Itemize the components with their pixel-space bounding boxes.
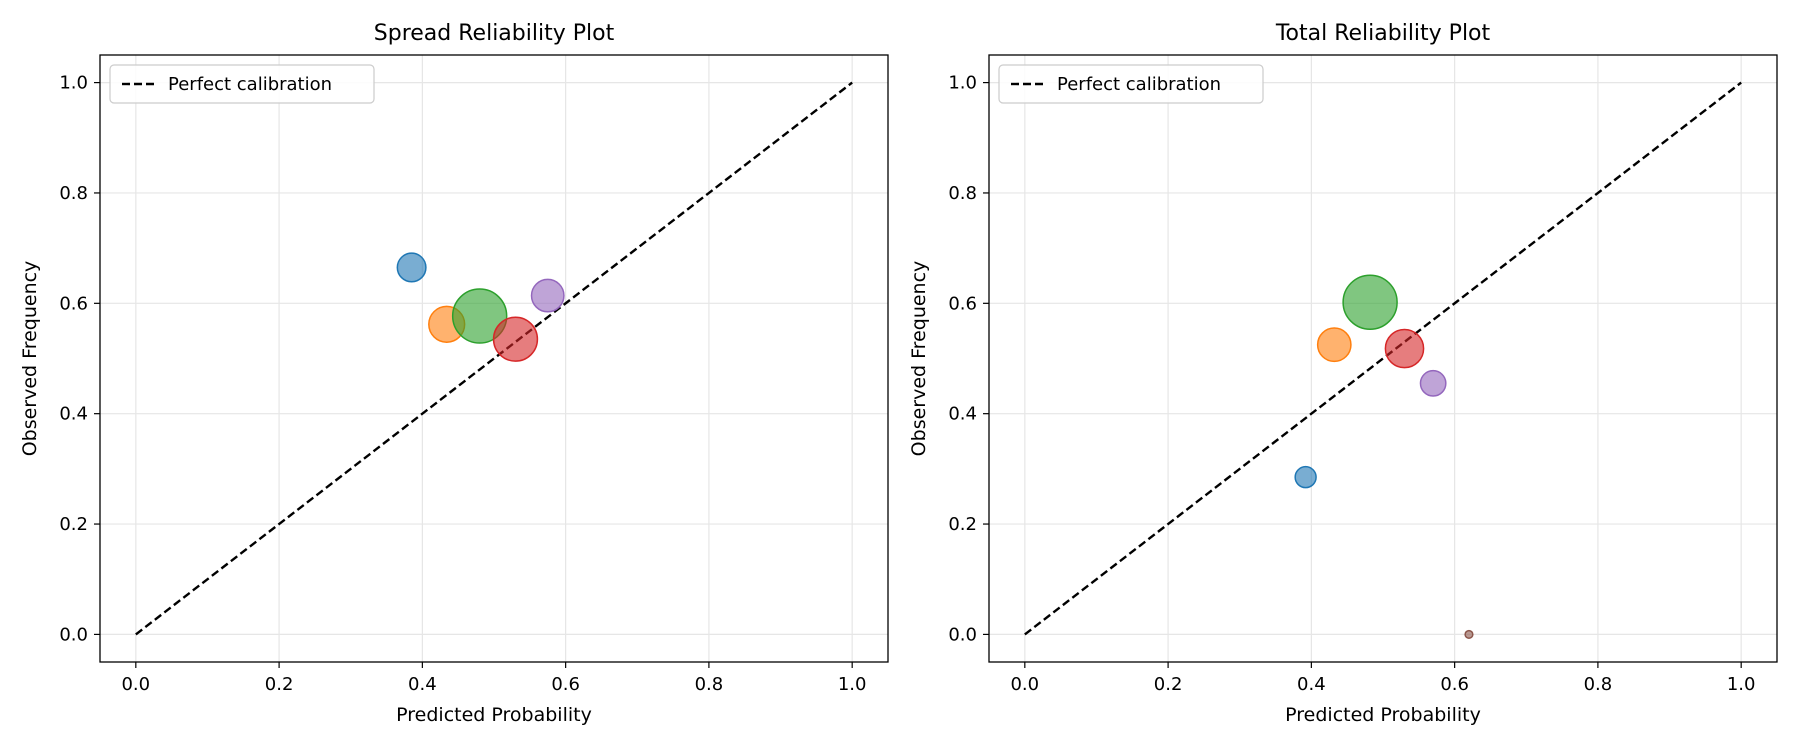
x-tick-label: 0.0	[1010, 674, 1039, 695]
data-point-6	[1464, 629, 1474, 639]
x-tick-label: 0.2	[1154, 674, 1183, 695]
x-tick-label: 0.0	[121, 674, 150, 695]
perfect-calibration-line	[135, 81, 853, 636]
y-tick-label: 0.8	[59, 183, 88, 204]
data-point-3	[1342, 274, 1398, 330]
y-tick-label: 0.6	[948, 293, 977, 314]
x-tick-label: 0.6	[1440, 674, 1469, 695]
perfect-calibration-line	[1024, 81, 1742, 636]
data-point-3	[451, 288, 508, 344]
y-tick-label: 0.2	[948, 514, 977, 535]
y-axis-label: Observed Frequency	[908, 261, 930, 457]
y-axis-label: Observed Frequency	[19, 261, 41, 457]
x-tick-label: 0.6	[551, 674, 580, 695]
legend-box	[109, 64, 375, 104]
plot-frame	[988, 54, 1778, 663]
legend: Perfect calibration	[998, 64, 1264, 104]
y-tick-label: 0.4	[948, 404, 977, 425]
data-point-2	[1316, 327, 1352, 363]
legend-label: Perfect calibration	[168, 74, 332, 95]
x-tick-label: 1.0	[1727, 674, 1756, 695]
y-tick-label: 0.4	[59, 404, 88, 425]
x-tick-label: 0.4	[408, 674, 437, 695]
y-tick-label: 1.0	[948, 73, 977, 94]
plot-frame	[99, 54, 889, 663]
plot-panel-2: 0.0 0.2 0.4 0.6 0.8 1.0 0.0 0.2 0.4 0.6 0.8 1.0 Tota…	[908, 21, 1778, 726]
chart-title: Total Reliability Plot	[1275, 21, 1491, 46]
x-axis-label: Predicted Probability	[396, 704, 592, 726]
data-point-1	[1294, 465, 1317, 489]
y-tick-label: 0.2	[59, 514, 88, 535]
x-tick-label: 0.2	[265, 674, 294, 695]
x-tick-label: 1.0	[838, 674, 867, 695]
plot-panel-1: 0.0 0.2 0.4 0.6 0.8 1.0 0.0 0.2 0.4 0.6 0.8 1.0 Spre…	[19, 21, 889, 726]
legend: Perfect calibration	[109, 64, 375, 104]
data-point-4	[1384, 328, 1425, 369]
data-point-5	[1419, 369, 1447, 397]
x-tick-label: 0.8	[1584, 674, 1613, 695]
legend-box	[998, 64, 1264, 104]
legend-label: Perfect calibration	[1057, 74, 1221, 95]
x-tick-label: 0.8	[695, 674, 724, 695]
y-tick-label: 0.0	[59, 624, 88, 645]
x-tick-label: 0.4	[1297, 674, 1326, 695]
y-tick-label: 0.8	[948, 183, 977, 204]
y-tick-label: 1.0	[59, 73, 88, 94]
data-point-5	[530, 278, 565, 313]
data-point-1	[396, 252, 427, 283]
y-tick-label: 0.0	[948, 624, 977, 645]
y-tick-label: 0.6	[59, 293, 88, 314]
data-point-4	[492, 316, 539, 362]
chart-title: Spread Reliability Plot	[374, 21, 615, 46]
x-axis-label: Predicted Probability	[1285, 704, 1481, 726]
